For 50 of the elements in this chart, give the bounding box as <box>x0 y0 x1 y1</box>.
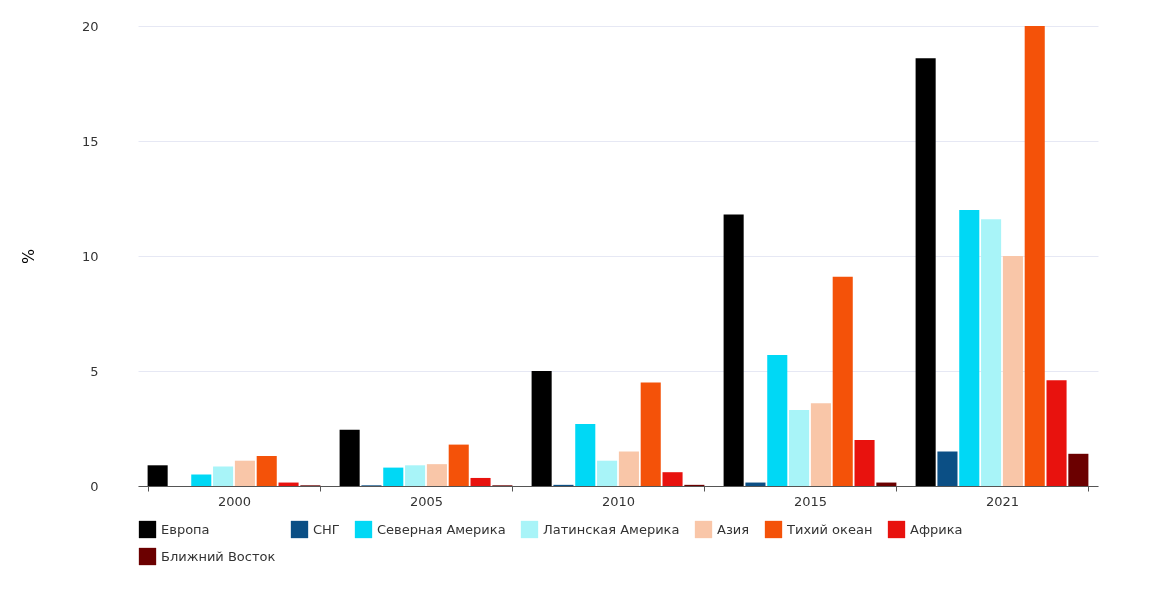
bar <box>1002 256 1023 486</box>
y-tick-label: 10 <box>81 248 99 264</box>
bar <box>339 429 360 486</box>
bar <box>531 371 552 486</box>
bar <box>234 460 255 486</box>
y-tick-label: 5 <box>90 363 99 379</box>
legend-label: Латинская Америка <box>543 521 680 537</box>
bar <box>854 440 875 486</box>
bar <box>191 474 212 486</box>
bar <box>597 460 618 486</box>
bar <box>256 456 277 486</box>
bar <box>575 423 596 486</box>
legend-label: Азия <box>717 521 750 537</box>
bar <box>1068 453 1089 486</box>
bar <box>405 465 426 486</box>
legend-label: Северная Америка <box>377 521 506 537</box>
bar <box>662 472 683 486</box>
y-tick-label: 20 <box>81 18 99 34</box>
legend-label: Тихий океан <box>786 521 873 537</box>
bar <box>1046 380 1067 486</box>
bar <box>1024 26 1045 486</box>
x-tick-label: 2021 <box>985 493 1020 509</box>
bar <box>426 464 447 486</box>
x-tick-label: 2015 <box>793 493 828 509</box>
y-tick-label: 0 <box>90 478 99 494</box>
bar <box>213 466 234 486</box>
bar <box>937 451 958 486</box>
bar <box>915 58 936 486</box>
legend-label: Европа <box>161 521 210 537</box>
y-axis-title: % <box>18 248 38 265</box>
legend-label: СНГ <box>313 521 340 537</box>
bar <box>470 477 491 486</box>
x-tick-label: 2010 <box>601 493 636 509</box>
bar <box>147 465 168 486</box>
bar <box>810 403 831 486</box>
bar <box>723 214 744 486</box>
bar <box>640 382 661 486</box>
x-tick-label: 2005 <box>409 493 444 509</box>
y-tick-label: 15 <box>81 133 99 149</box>
bar <box>789 410 810 486</box>
bar <box>767 354 788 486</box>
legend-label: Ближний Восток <box>161 548 276 564</box>
bar <box>448 444 469 486</box>
x-tick-label: 2000 <box>217 493 252 509</box>
bar <box>618 451 639 486</box>
bar <box>383 467 404 486</box>
bar <box>959 210 980 486</box>
bar <box>981 219 1002 486</box>
bar <box>832 276 853 486</box>
legend-label: Африка <box>910 521 963 537</box>
